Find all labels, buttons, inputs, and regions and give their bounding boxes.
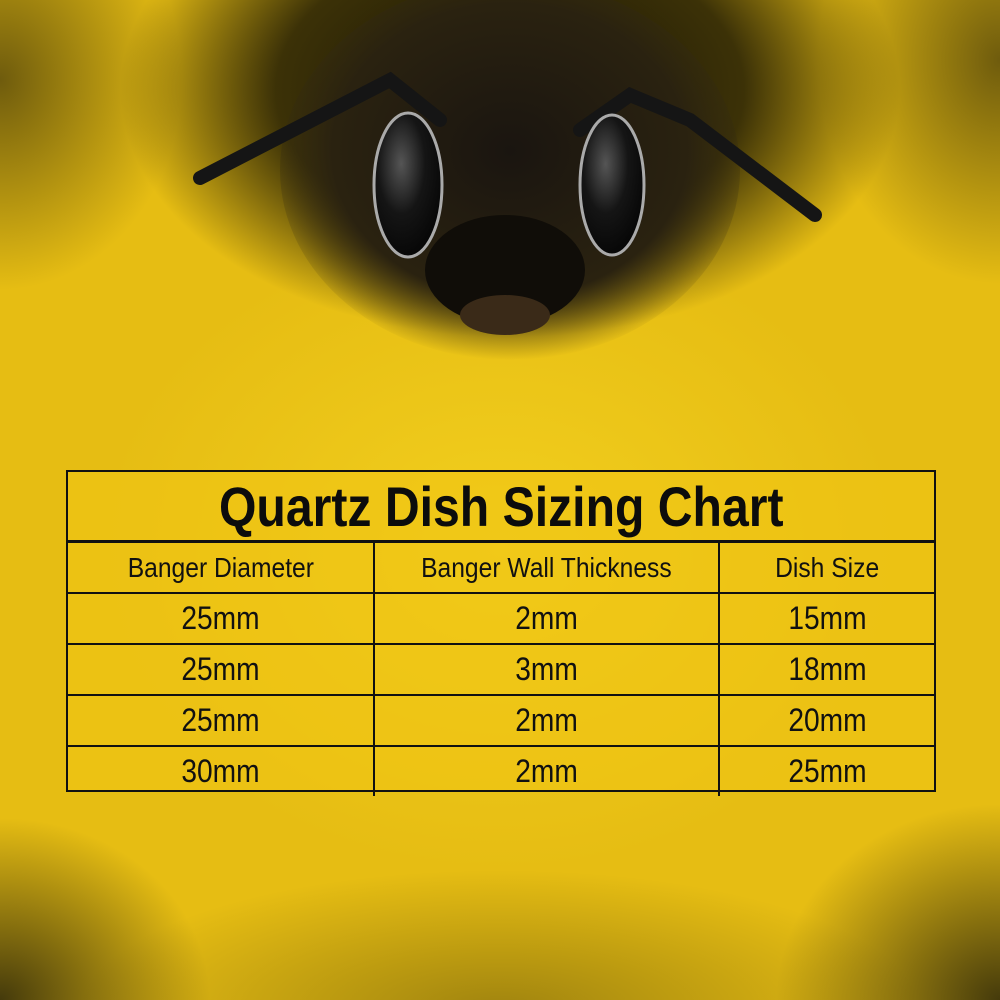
cell-text: 18mm [787,651,867,687]
table-cell: 30mm [68,745,375,796]
header-dish-size: Dish Size [774,551,880,583]
table-row: 25mm 2mm 15mm [68,592,934,645]
cell-text: 25mm [181,600,260,636]
table-cell: 25mm [68,694,375,747]
cell-text: 25mm [181,651,260,687]
cell-text: 15mm [787,600,867,636]
table-cell: 25mm [68,643,375,696]
cell-text: 25mm [181,702,260,738]
table-cell: 25mm [718,745,934,796]
cell-text: 30mm [181,753,260,789]
table-row: 30mm 2mm 25mm [68,745,934,796]
header-cell: Banger Diameter [68,543,375,594]
header-cell: Dish Size [718,543,934,594]
bee-face-image [193,0,822,360]
table-cell: 2mm [373,694,720,747]
table-cell: 2mm [373,745,720,796]
table-cell: 25mm [68,592,375,645]
title-row: Quartz Dish Sizing Chart [68,472,934,543]
chart-title: Quartz Dish Sizing Chart [218,474,784,538]
table-row: 25mm 3mm 18mm [68,643,934,696]
header-cell: Banger Wall Thickness [373,543,720,594]
table-cell: 20mm [718,694,934,747]
cell-text: 2mm [515,753,578,789]
sizing-chart-table: Quartz Dish Sizing Chart Banger Diameter… [66,470,936,796]
cell-text: 2mm [515,702,578,738]
table-cell: 18mm [718,643,934,696]
table-row: 25mm 2mm 20mm [68,694,934,747]
cell-text: 20mm [787,702,867,738]
table-cell: 2mm [373,592,720,645]
sizing-table: Banger Diameter Banger Wall Thickness Di… [68,543,934,796]
header-row: Banger Diameter Banger Wall Thickness Di… [68,543,934,594]
cell-text: 3mm [515,651,578,687]
table-cell: 3mm [373,643,720,696]
header-banger-diameter: Banger Diameter [127,551,314,583]
table-cell: 15mm [718,592,934,645]
header-banger-wall-thickness: Banger Wall Thickness [421,551,672,583]
cell-text: 2mm [515,600,578,636]
cell-text: 25mm [787,753,867,789]
